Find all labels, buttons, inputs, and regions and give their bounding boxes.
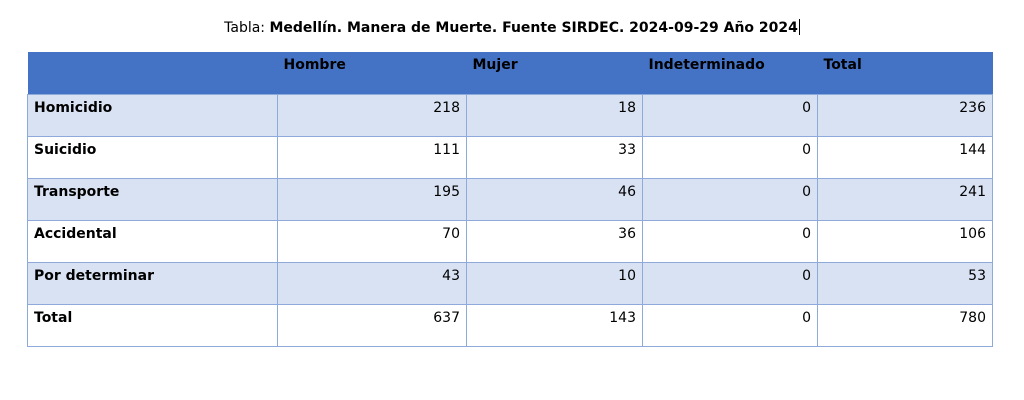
- table-row: Suicidio 111 33 0 144: [27, 135, 993, 179]
- cell-mujer: 10: [466, 261, 643, 305]
- manner-of-death-table: Hombre Mujer Indeterminado Total Homicid…: [27, 52, 993, 347]
- cell-total: 780: [817, 303, 993, 347]
- cell-hombre: 218: [277, 93, 467, 137]
- row-label: Total: [27, 303, 278, 347]
- cell-total: 144: [817, 135, 993, 179]
- cell-hombre: 111: [277, 135, 467, 179]
- cell-total: 241: [817, 177, 993, 221]
- row-label: Suicidio: [27, 135, 278, 179]
- row-label: Por determinar: [27, 261, 278, 305]
- caption-prefix: Tabla:: [224, 20, 270, 36]
- header-cell-blank: [28, 52, 278, 94]
- cell-hombre: 195: [277, 177, 467, 221]
- cell-indeterminado: 0: [642, 177, 818, 221]
- cell-total: 53: [817, 261, 993, 305]
- cell-mujer: 36: [466, 219, 643, 263]
- table-row: Accidental 70 36 0 106: [27, 219, 993, 263]
- cell-mujer: 33: [466, 135, 643, 179]
- table-header-row: Hombre Mujer Indeterminado Total: [27, 52, 993, 94]
- cell-hombre: 637: [277, 303, 467, 347]
- header-cell-indeterminado: Indeterminado: [648, 57, 765, 73]
- cell-mujer: 18: [466, 93, 643, 137]
- cell-hombre: 70: [277, 219, 467, 263]
- cell-hombre: 43: [277, 261, 467, 305]
- cell-indeterminado: 0: [642, 93, 818, 137]
- row-label: Transporte: [27, 177, 278, 221]
- text-cursor: [798, 19, 800, 35]
- cell-indeterminado: 0: [642, 261, 818, 305]
- row-label: Homicidio: [27, 93, 278, 137]
- table-row: Por determinar 43 10 0 53: [27, 261, 993, 305]
- cell-mujer: 46: [466, 177, 643, 221]
- table-row: Homicidio 218 18 0 236: [27, 93, 993, 137]
- row-label: Accidental: [27, 219, 278, 263]
- table-row: Transporte 195 46 0 241: [27, 177, 993, 221]
- cell-indeterminado: 0: [642, 219, 818, 263]
- cell-indeterminado: 0: [642, 135, 818, 179]
- cell-mujer: 143: [466, 303, 643, 347]
- table-total-row: Total 637 143 0 780: [27, 303, 993, 347]
- cell-total: 106: [817, 219, 993, 263]
- caption-title: Medellín. Manera de Muerte. Fuente SIRDE…: [269, 20, 798, 36]
- cell-total: 236: [817, 93, 993, 137]
- table-caption: Tabla: Medellín. Manera de Muerte. Fuent…: [0, 18, 1024, 38]
- header-cell-hombre: Hombre: [283, 57, 346, 73]
- header-cell-total: Total: [823, 57, 862, 73]
- header-cell-mujer: Mujer: [472, 57, 518, 73]
- cell-indeterminado: 0: [642, 303, 818, 347]
